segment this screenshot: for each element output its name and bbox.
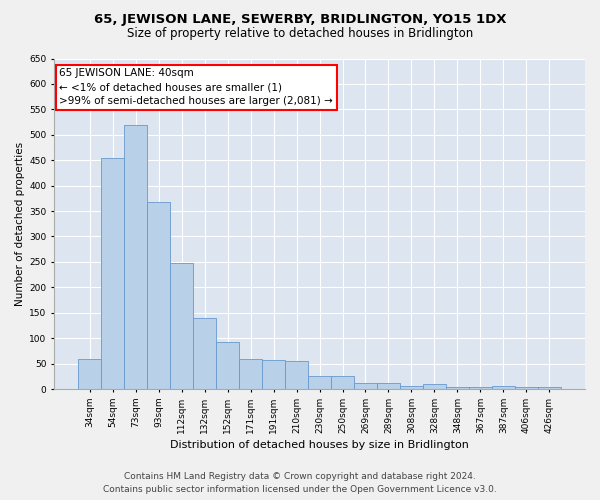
- Bar: [216, 342, 239, 389]
- Bar: [492, 386, 515, 389]
- Bar: [446, 387, 469, 389]
- Bar: [515, 387, 538, 389]
- Bar: [78, 358, 101, 389]
- Bar: [124, 124, 147, 389]
- Bar: [538, 387, 561, 389]
- Bar: [285, 361, 308, 389]
- Bar: [331, 376, 354, 389]
- Bar: [400, 386, 423, 389]
- X-axis label: Distribution of detached houses by size in Bridlington: Distribution of detached houses by size …: [170, 440, 469, 450]
- Bar: [193, 318, 216, 389]
- Text: Contains HM Land Registry data © Crown copyright and database right 2024.
Contai: Contains HM Land Registry data © Crown c…: [103, 472, 497, 494]
- Text: 65, JEWISON LANE, SEWERBY, BRIDLINGTON, YO15 1DX: 65, JEWISON LANE, SEWERBY, BRIDLINGTON, …: [94, 12, 506, 26]
- Bar: [262, 360, 285, 389]
- Bar: [101, 158, 124, 389]
- Y-axis label: Number of detached properties: Number of detached properties: [15, 142, 25, 306]
- Bar: [170, 263, 193, 389]
- Bar: [377, 383, 400, 389]
- Bar: [239, 358, 262, 389]
- Bar: [308, 376, 331, 389]
- Text: 65 JEWISON LANE: 40sqm
← <1% of detached houses are smaller (1)
>99% of semi-det: 65 JEWISON LANE: 40sqm ← <1% of detached…: [59, 68, 333, 106]
- Bar: [354, 384, 377, 389]
- Bar: [147, 202, 170, 389]
- Bar: [469, 387, 492, 389]
- Bar: [423, 384, 446, 389]
- Text: Size of property relative to detached houses in Bridlington: Size of property relative to detached ho…: [127, 28, 473, 40]
